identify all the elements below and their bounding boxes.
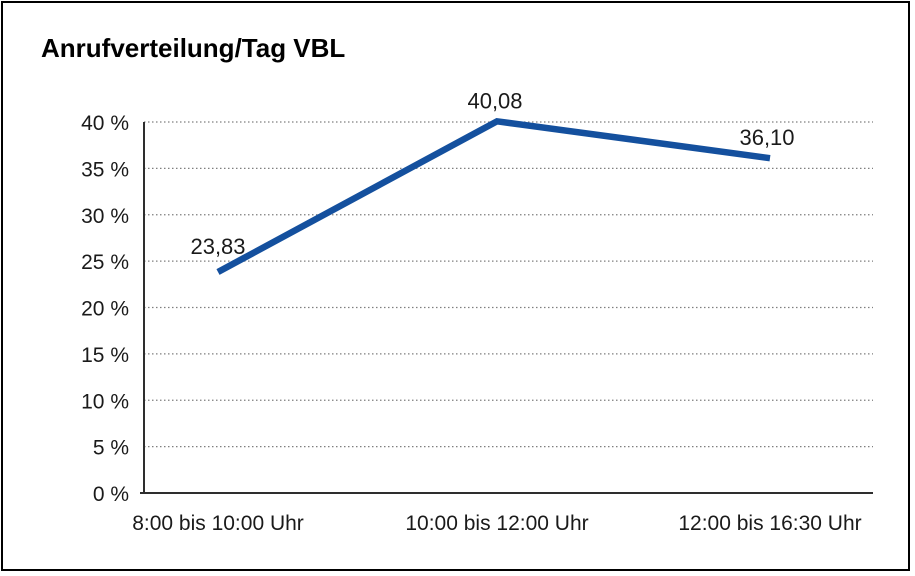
chart-title: Anrufverteilung/Tag VBL (41, 33, 346, 63)
x-axis-label-0: 8:00 bis 10:00 Uhr (132, 512, 304, 535)
data-point-label-0: 23,83 (190, 234, 245, 259)
y-tick-label-5: 5 % (93, 437, 129, 460)
data-point-label-2: 36,10 (739, 125, 794, 150)
y-tick-label-0: 0 % (93, 483, 129, 506)
series-line (216, 117, 771, 275)
y-tick-label-35: 35 % (81, 158, 129, 181)
data-point-label-1: 40,08 (467, 88, 522, 113)
y-tick-label-10: 10 % (81, 390, 129, 413)
y-tick-label-25: 25 % (81, 251, 129, 274)
y-tick-label-30: 30 % (81, 205, 129, 228)
y-tick-label-40: 40 % (81, 112, 129, 135)
line-chart: 0 % 5 % 10 % 15 % 20 % 25 % 30 % 35 % 40 % 8:00 b… (81, 88, 873, 535)
y-tick-label-15: 15 % (81, 344, 129, 367)
x-axis-label-2: 12:00 bis 16:30 Uhr (678, 512, 861, 535)
x-axis-label-1: 10:00 bis 12:00 Uhr (405, 512, 588, 535)
y-tick-label-20: 20 % (81, 298, 129, 321)
